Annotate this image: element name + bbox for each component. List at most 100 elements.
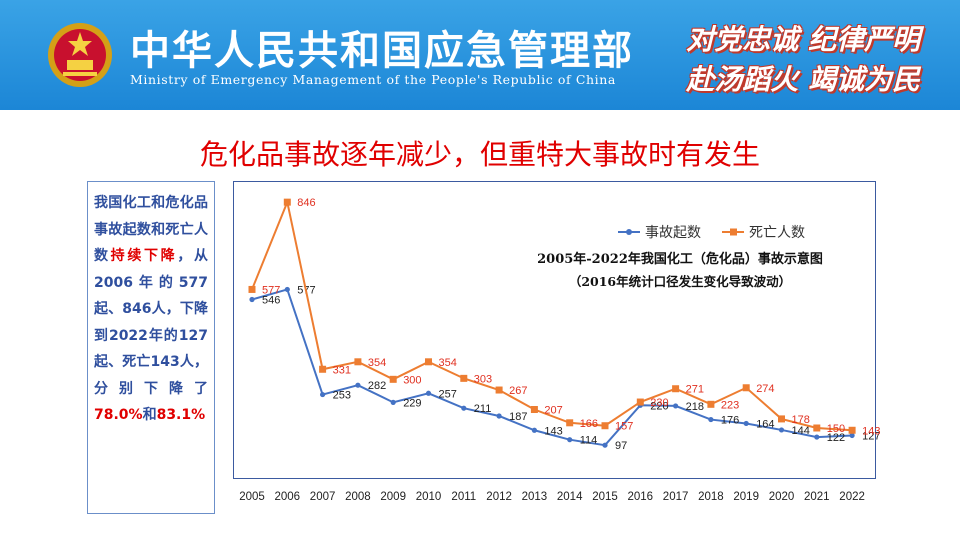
data-point <box>319 365 327 373</box>
x-tick-label: 2012 <box>486 491 512 503</box>
data-label: 303 <box>474 373 492 385</box>
data-label: 546 <box>262 294 280 306</box>
data-point <box>460 374 468 382</box>
data-point <box>849 432 855 439</box>
ministry-name-cn: 中华人民共和国应急管理部 <box>130 28 634 74</box>
x-tick-label: 2021 <box>804 491 830 503</box>
data-label: 300 <box>403 374 421 386</box>
data-label: 166 <box>580 418 598 430</box>
slogan-line-1: 对党忠诚 纪律严明 <box>686 23 920 56</box>
data-point <box>814 434 820 440</box>
x-tick-label: 2020 <box>769 491 795 503</box>
data-label: 176 <box>721 415 739 427</box>
data-point <box>248 285 256 293</box>
data-point <box>708 416 714 423</box>
data-label: 282 <box>368 380 386 392</box>
data-point <box>531 427 538 433</box>
data-point <box>601 422 609 430</box>
data-label: 114 <box>580 435 598 447</box>
series-line <box>251 198 853 432</box>
data-point <box>355 382 361 388</box>
data-label: 274 <box>756 383 774 395</box>
summary-highlight-accidents-pct: 78.0% <box>94 407 143 423</box>
data-point <box>743 420 749 427</box>
data-point <box>673 403 679 409</box>
summary-text-and: 和 <box>142 407 157 423</box>
data-point <box>530 406 538 414</box>
data-label: 223 <box>721 399 739 411</box>
series-line <box>251 288 853 447</box>
x-tick-label: 2019 <box>733 491 759 503</box>
data-label: 218 <box>686 401 704 413</box>
data-point <box>778 427 785 433</box>
data-label: 577 <box>262 284 280 296</box>
chart-title: 2005年-2022年我国化工（危化品）事故示意图 <box>537 251 823 267</box>
chart-subtitle: （2016年统计口径发生变化导致波动） <box>569 274 791 289</box>
data-label: 354 <box>439 357 457 369</box>
x-tick-label: 2022 <box>839 491 865 503</box>
data-label: 150 <box>827 423 845 435</box>
page-title: 危化品事故逐年减少，但重特大事故时有发生 <box>199 138 760 171</box>
x-tick-label: 2007 <box>310 491 336 503</box>
data-point <box>390 399 396 405</box>
national-emblem-icon <box>48 23 112 87</box>
data-label: 164 <box>756 418 774 430</box>
summary-highlight-deaths-pct: 83.1% <box>156 407 206 423</box>
data-point <box>425 390 432 396</box>
data-label: 267 <box>509 385 527 397</box>
x-tick-label: 2006 <box>275 491 301 503</box>
data-point <box>284 286 290 293</box>
data-point <box>495 386 503 394</box>
data-label: 127 <box>862 430 880 442</box>
chart-frame <box>233 181 876 479</box>
data-point <box>567 437 573 443</box>
data-label: 253 <box>333 390 351 402</box>
legend-label: 死亡人数 <box>749 225 805 241</box>
data-label: 97 <box>615 440 627 452</box>
data-point <box>354 358 362 366</box>
data-point <box>848 426 856 434</box>
summary-highlight-trend: 持续下降 <box>110 248 178 264</box>
data-point <box>707 400 715 408</box>
data-label: 143 <box>862 425 880 437</box>
data-point <box>602 442 608 448</box>
x-tick-label: 2010 <box>416 491 442 503</box>
data-label: 211 <box>474 403 492 415</box>
data-point <box>389 375 397 383</box>
legend-marker <box>626 229 632 235</box>
data-label: 257 <box>439 388 457 400</box>
x-tick-label: 2008 <box>345 491 371 503</box>
legend-label: 事故起数 <box>645 225 701 241</box>
data-label: 331 <box>333 364 351 376</box>
data-point <box>320 391 326 398</box>
data-label: 229 <box>403 397 421 409</box>
data-label: 178 <box>792 414 810 426</box>
data-label: 207 <box>544 405 562 417</box>
x-tick-label: 2017 <box>663 491 689 503</box>
data-point <box>813 424 821 432</box>
data-point <box>496 413 502 419</box>
ministry-name-en: Ministry of Emergency Management of the … <box>130 72 616 87</box>
data-label: 187 <box>509 411 527 423</box>
x-tick-label: 2014 <box>557 491 583 503</box>
data-label: 354 <box>368 357 386 369</box>
x-tick-label: 2013 <box>522 491 548 503</box>
data-label: 220 <box>650 400 668 412</box>
data-point <box>249 296 255 303</box>
data-point <box>283 198 291 206</box>
data-point <box>566 419 574 427</box>
data-point <box>461 405 467 411</box>
data-point <box>425 358 432 366</box>
data-label: 271 <box>686 384 704 396</box>
data-label: 144 <box>792 425 810 437</box>
data-label: 846 <box>297 197 315 209</box>
x-tick-label: 2009 <box>380 491 406 503</box>
summary-text-part1: 我国化工和危化品事故起数和死亡人数 <box>94 195 208 264</box>
x-tick-label: 2011 <box>451 491 476 503</box>
data-label: 143 <box>544 425 562 437</box>
data-label: 157 <box>615 421 633 433</box>
data-point <box>672 385 680 393</box>
data-point <box>778 415 785 423</box>
data-point <box>636 398 644 406</box>
